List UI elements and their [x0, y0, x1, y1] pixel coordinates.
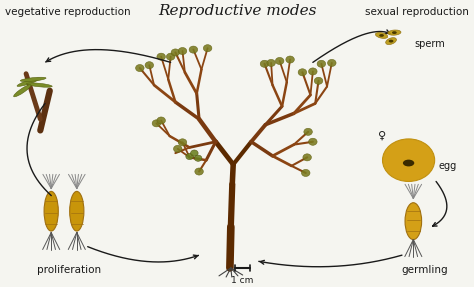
Text: ♀: ♀ [377, 131, 386, 141]
Ellipse shape [191, 150, 198, 156]
Text: germling: germling [401, 265, 447, 275]
Ellipse shape [386, 38, 396, 44]
Ellipse shape [383, 139, 435, 181]
Circle shape [379, 34, 384, 37]
Ellipse shape [298, 69, 307, 76]
Ellipse shape [309, 68, 317, 75]
Ellipse shape [186, 153, 193, 160]
Ellipse shape [70, 191, 84, 231]
Ellipse shape [178, 139, 187, 146]
Ellipse shape [145, 62, 154, 69]
Ellipse shape [260, 60, 269, 67]
Ellipse shape [195, 168, 203, 175]
Ellipse shape [375, 32, 388, 38]
Circle shape [392, 31, 397, 34]
Ellipse shape [405, 203, 422, 240]
Ellipse shape [301, 169, 310, 177]
Text: egg: egg [438, 161, 457, 171]
Ellipse shape [304, 128, 312, 135]
Ellipse shape [44, 191, 58, 231]
Ellipse shape [317, 60, 326, 67]
Ellipse shape [267, 59, 275, 67]
Text: Reproductive modes: Reproductive modes [158, 4, 316, 18]
Ellipse shape [309, 138, 317, 145]
Text: proliferation: proliferation [36, 265, 101, 275]
Text: 1 cm: 1 cm [231, 276, 254, 286]
Text: sperm: sperm [415, 39, 446, 49]
Ellipse shape [166, 53, 175, 60]
Ellipse shape [152, 120, 161, 127]
Ellipse shape [27, 83, 52, 87]
Ellipse shape [286, 56, 294, 63]
Circle shape [403, 160, 414, 166]
Ellipse shape [20, 77, 46, 82]
Ellipse shape [328, 59, 336, 67]
Ellipse shape [136, 65, 144, 71]
Ellipse shape [157, 53, 165, 60]
Ellipse shape [388, 30, 401, 35]
Ellipse shape [303, 154, 311, 161]
Ellipse shape [178, 47, 187, 55]
Ellipse shape [203, 45, 212, 52]
Ellipse shape [14, 85, 31, 97]
Ellipse shape [157, 117, 165, 124]
Ellipse shape [173, 145, 182, 152]
Ellipse shape [275, 57, 284, 65]
Circle shape [389, 40, 393, 42]
Ellipse shape [17, 78, 40, 86]
Text: vegetative reproduction: vegetative reproduction [5, 7, 130, 17]
Ellipse shape [171, 49, 180, 56]
Ellipse shape [194, 155, 202, 161]
Text: sexual reproduction: sexual reproduction [365, 7, 469, 17]
Ellipse shape [189, 46, 198, 53]
Ellipse shape [314, 77, 323, 84]
